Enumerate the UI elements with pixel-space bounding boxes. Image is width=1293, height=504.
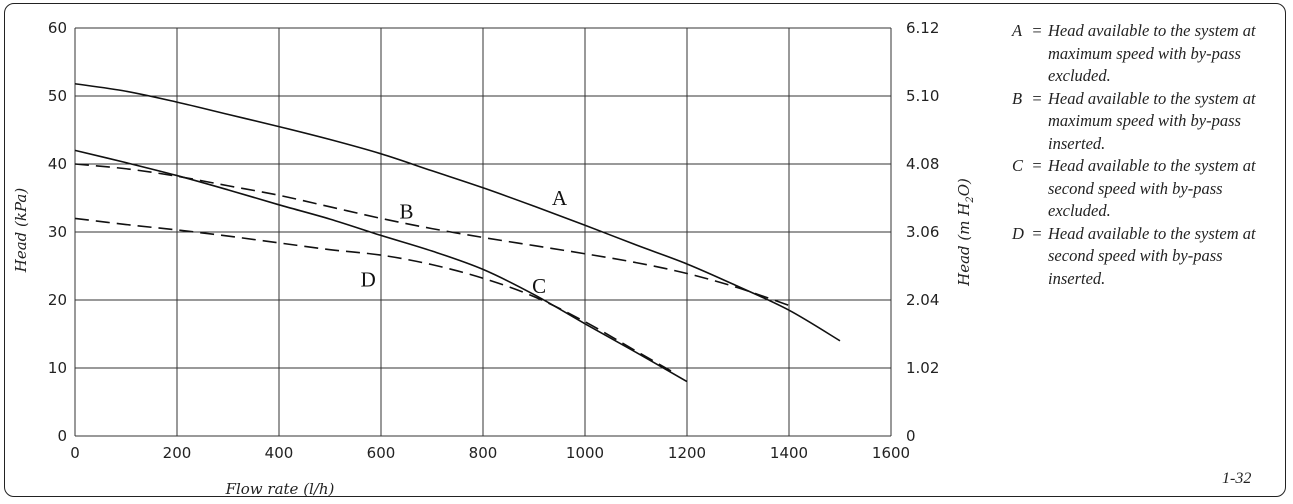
legend-item: D = Head available to the system at second… <box>1012 223 1282 291</box>
series-line-d <box>74 217 673 373</box>
legend-key: D <box>1012 223 1024 243</box>
series-label-a: A <box>552 186 568 210</box>
x-tick-label: 200 <box>163 444 192 462</box>
x-tick-label: 1200 <box>668 444 706 462</box>
grid <box>74 27 892 437</box>
series-line-b <box>74 163 790 307</box>
y2-tick-labels: 0 1.02 2.04 3.06 4.08 5.10 6.12 <box>906 19 939 445</box>
x-tick-labels: 0 200 400 600 800 1000 1200 1400 1600 <box>70 444 910 462</box>
y2-tick-label: 1.02 <box>906 359 939 377</box>
legend-key: A <box>1012 21 1023 40</box>
y-tick-label: 0 <box>57 427 67 445</box>
legend-item: A = Head available to the system at maximu… <box>1012 20 1282 88</box>
x-tick-label: 1000 <box>566 444 604 462</box>
series-line-c <box>74 149 688 383</box>
y-axis-title: Head (kPa) <box>12 188 30 274</box>
legend-text: Head available to the system at maximum … <box>1048 21 1256 85</box>
series-label-d: D <box>361 267 376 291</box>
y2-tick-label: 4.08 <box>906 155 939 173</box>
figure-id: 1-32 <box>1222 470 1252 487</box>
y-tick-label: 10 <box>48 359 67 377</box>
legend-equals: = <box>1032 223 1042 243</box>
series-lines <box>74 82 841 383</box>
y2-tick-label: 0 <box>906 427 916 445</box>
legend-text: Head available to the system at second s… <box>1048 156 1256 220</box>
y2-axis-title: Head (m H2O) <box>955 178 976 287</box>
x-tick-label: 1400 <box>770 444 808 462</box>
x-axis-title: Flow rate (l/h) <box>225 480 335 498</box>
chart-frame <box>4 3 1286 497</box>
legend-item: B = Head available to the system at maximu… <box>1012 88 1282 156</box>
x-tick-label: 800 <box>469 444 498 462</box>
x-tick-label: 0 <box>70 444 80 462</box>
y-tick-label: 60 <box>48 19 67 37</box>
legend-equals: = <box>1032 21 1042 40</box>
x-tick-label: 600 <box>367 444 396 462</box>
y-tick-label: 50 <box>48 87 67 105</box>
y-tick-label: 40 <box>48 155 67 173</box>
series-label-c: C <box>532 274 546 298</box>
y2-tick-label: 3.06 <box>906 223 939 241</box>
y2-tick-label: 2.04 <box>906 291 939 309</box>
y2-tick-label: 5.10 <box>906 87 939 105</box>
x-tick-label: 1600 <box>872 444 910 462</box>
x-tick-label: 400 <box>265 444 294 462</box>
legend-equals: = <box>1032 156 1042 175</box>
series-label-b: B <box>399 199 413 223</box>
legend-text: Head available to the system at maximum … <box>1048 88 1256 153</box>
legend-key: C <box>1012 156 1024 175</box>
series-labels: A B C D <box>361 186 568 298</box>
y-tick-labels: 0 10 20 30 40 50 60 <box>48 19 67 445</box>
legend-item: C = Head available to the system at second… <box>1012 155 1282 223</box>
y-tick-label: 30 <box>48 223 67 241</box>
legend: A = Head available to the system at maximu… <box>1012 20 1282 290</box>
y2-tick-label: 6.12 <box>906 19 939 37</box>
legend-equals: = <box>1032 88 1042 108</box>
series-line-a <box>74 82 841 342</box>
legend-key: B <box>1012 88 1023 108</box>
legend-text: Head available to the system at second s… <box>1048 223 1256 288</box>
y-tick-label: 20 <box>48 291 67 309</box>
